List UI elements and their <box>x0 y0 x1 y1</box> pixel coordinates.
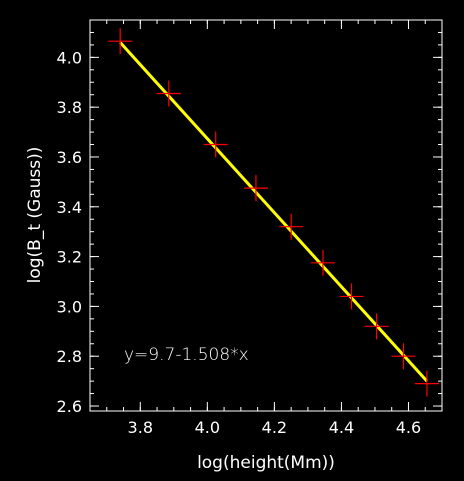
fit-equation-annotation: y=9.7-1.508*x <box>124 345 249 365</box>
y-tick-label: 3.6 <box>57 148 82 167</box>
data-point-plus <box>339 283 364 310</box>
y-tick-label: 3.4 <box>57 198 82 217</box>
data-point-plus <box>108 28 133 55</box>
data-point-plus <box>156 80 181 107</box>
x-tick-label: 4.4 <box>329 418 354 437</box>
data-point-plus <box>391 343 416 370</box>
y-tick-labels: 2.6 2.8 3.0 3.2 3.4 3.6 3.8 4.0 <box>57 48 82 416</box>
y-tick-label: 3.0 <box>57 297 82 316</box>
y-tick-label: 3.8 <box>57 98 82 117</box>
data-point-plus <box>364 313 389 340</box>
y-tick-label: 3.2 <box>57 248 82 267</box>
x-tick-label: 4.0 <box>195 418 220 437</box>
data-point-plus <box>203 131 228 158</box>
axis-ticks <box>90 19 443 411</box>
data-point-plus <box>310 249 335 276</box>
y-tick-label: 4.0 <box>57 48 82 67</box>
fit-line <box>119 41 429 383</box>
x-axis-label: log(height(Mm)) <box>197 453 335 473</box>
plot-frame <box>89 19 443 412</box>
data-point-plus <box>243 175 268 202</box>
data-point-plus <box>414 370 439 397</box>
x-tick-label: 4.6 <box>396 418 421 437</box>
y-axis-label: log(B_t (Gauss)) <box>25 147 45 284</box>
fit-line-segment <box>119 41 429 383</box>
x-tick-label: 4.2 <box>262 418 287 437</box>
x-tick-label: 3.8 <box>128 418 153 437</box>
data-point-plus <box>279 213 304 240</box>
y-tick-label: 2.6 <box>57 397 82 416</box>
x-tick-labels: 3.8 4.0 4.2 4.4 4.6 <box>128 418 422 437</box>
data-points <box>108 28 439 397</box>
y-tick-label: 2.8 <box>57 347 82 366</box>
